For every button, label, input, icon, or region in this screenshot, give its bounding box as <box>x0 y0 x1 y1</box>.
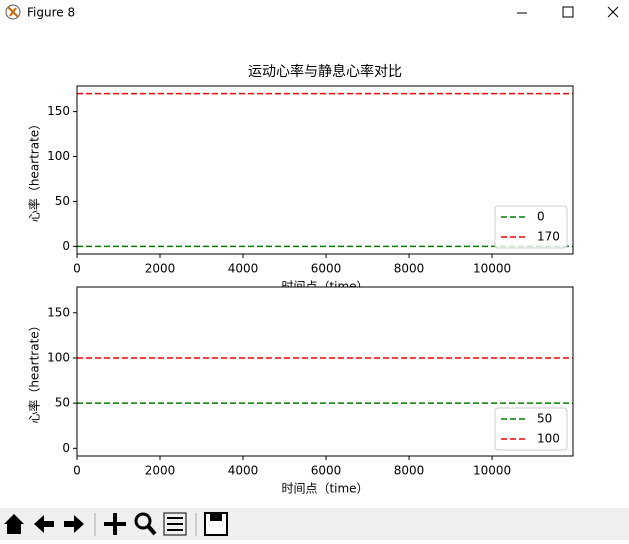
x-tick-label: 10000 <box>473 464 511 478</box>
axes-frame <box>76 286 574 457</box>
x-tick-label: 6000 <box>311 464 342 478</box>
forward-button[interactable] <box>64 515 84 533</box>
y-axis-label: 心率（heartrate） <box>27 319 42 423</box>
title-bar: Figure 8 <box>5 4 619 20</box>
x-tick-label: 10000 <box>473 262 511 276</box>
y-tick-label: 150 <box>47 305 70 319</box>
close-button[interactable] <box>607 6 619 18</box>
x-tick-label: 4000 <box>228 262 259 276</box>
configure-button[interactable] <box>163 512 187 536</box>
x-tick-label: 2000 <box>145 262 176 276</box>
y-tick-label: 100 <box>47 149 70 163</box>
y-axis-label: 心率（heartrate） <box>27 118 42 222</box>
legend-label: 100 <box>537 432 560 446</box>
x-tick-label: 4000 <box>228 464 259 478</box>
x-tick-label: 8000 <box>394 262 425 276</box>
x-axis-label: 时间点（time） <box>281 482 368 496</box>
configure-sliders <box>167 517 183 531</box>
chart-title: 运动心率与静息心率对比 <box>248 63 402 80</box>
zoom-handle <box>146 524 157 536</box>
toolbar <box>0 508 629 540</box>
axes-frame <box>76 85 574 255</box>
axes-bg <box>77 86 573 254</box>
plot: 运动心率与静息心率对比 0 2000 4000 6000 8000 10000 0 50 100 1… <box>27 63 574 294</box>
legend-label: 0 <box>537 210 545 224</box>
home-button[interactable] <box>4 514 24 534</box>
pan-button[interactable] <box>104 513 126 535</box>
x-tick-label: 8000 <box>394 464 425 478</box>
save-icon-label <box>210 514 222 521</box>
y-tick-label: 50 <box>55 194 70 208</box>
maximize-button[interactable] <box>562 6 574 18</box>
x-tick-label: 2000 <box>145 464 176 478</box>
x-tick-label: 0 <box>73 464 81 478</box>
y-tick-label: 150 <box>47 104 70 118</box>
back-button[interactable] <box>34 515 54 533</box>
x-tick-label: 0 <box>73 262 81 276</box>
legend-label: 170 <box>537 230 560 244</box>
y-tick-label: 100 <box>47 350 70 364</box>
axes-bg <box>77 287 573 456</box>
toolbar-bg <box>0 508 629 540</box>
y-tick-label: 0 <box>62 441 70 455</box>
window-title: Figure 8 <box>27 6 75 20</box>
zoom-button[interactable] <box>134 512 152 530</box>
x-tick-label: 6000 <box>311 262 342 276</box>
legend-label: 50 <box>537 412 552 426</box>
y-tick-label: 0 <box>62 239 70 253</box>
configure-frame <box>163 512 187 536</box>
y-tick-label: 50 <box>55 396 70 410</box>
app-icon-mark <box>7 6 19 18</box>
plot: 0 2000 4000 6000 8000 10000 0 50 100 150 时间点（time）… <box>27 286 574 496</box>
